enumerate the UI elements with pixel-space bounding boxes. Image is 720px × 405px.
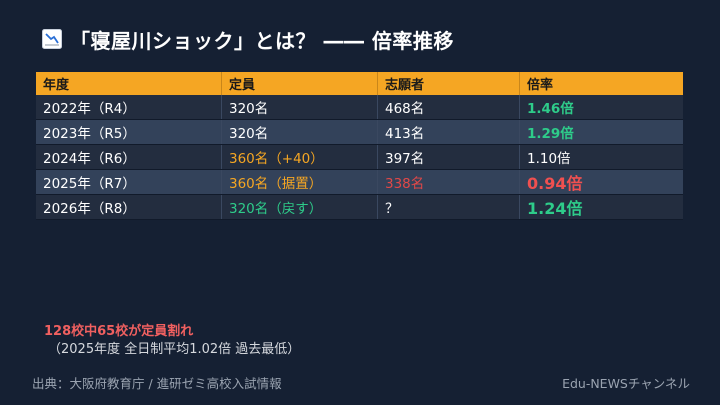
cell-capacity: 320名 (221, 119, 378, 145)
cell-applicants: 338名 (377, 169, 520, 195)
note-detail: （2025年度 全日制平均1.02倍 過去最低） (48, 342, 301, 357)
cell-capacity: 360名（据置） (221, 169, 378, 195)
page-title: 「寝屋川ショック」とは？ ―― 倍率推移 (70, 28, 454, 53)
cell-applicants: ？ (377, 194, 520, 220)
cell-year: 2026年（R8） (36, 194, 222, 220)
col-header-applicants: 志願者 (377, 72, 520, 95)
cell-capacity: 320名 (221, 95, 378, 120)
ratio-table: 年度 定員 志願者 倍率 2022年（R4） 320名 468名 1.46倍 2… (36, 72, 683, 220)
col-header-ratio: 倍率 (519, 72, 683, 95)
col-header-year: 年度 (36, 72, 222, 95)
cell-capacity: 320名（戻す） (221, 194, 378, 220)
cell-ratio: 1.46倍 (519, 95, 683, 120)
table-row: 2026年（R8） 320名（戻す） ？ 1.24倍 (36, 194, 683, 220)
cell-ratio: 1.24倍 (519, 194, 683, 220)
table-header-row: 年度 定員 志願者 倍率 (36, 72, 683, 95)
col-header-capacity: 定員 (221, 72, 378, 95)
cell-ratio: 1.10倍 (519, 144, 683, 170)
table-row: 2023年（R5） 320名 413名 1.29倍 (36, 119, 683, 145)
source-credit: 出典：大阪府教育庁 / 進研ゼミ高校入試情報 (32, 376, 282, 391)
page-title-row: 「寝屋川ショック」とは？ ―― 倍率推移 (42, 24, 454, 54)
table-row: 2024年（R6） 360名（+40） 397名 1.10倍 (36, 144, 683, 170)
cell-year: 2024年（R6） (36, 144, 222, 170)
table-row: 2025年（R7） 360名（据置） 338名 0.94倍 (36, 169, 683, 195)
cell-year: 2025年（R7） (36, 169, 222, 195)
cell-applicants: 468名 (377, 95, 520, 120)
cell-ratio: 1.29倍 (519, 119, 683, 145)
table-row: 2022年（R4） 320名 468名 1.46倍 (36, 95, 683, 120)
cell-capacity: 360名（+40） (221, 144, 378, 170)
chart-down-icon (42, 29, 62, 49)
cell-year: 2022年（R4） (36, 95, 222, 120)
cell-applicants: 397名 (377, 144, 520, 170)
channel-name: Edu-NEWSチャンネル (562, 376, 690, 391)
undersubscribed-note: 128校中65校が定員割れ （2025年度 全日制平均1.02倍 過去最低） (44, 323, 300, 359)
cell-applicants: 413名 (377, 119, 520, 145)
cell-year: 2023年（R5） (36, 119, 222, 145)
note-highlight: 128校中65校が定員割れ (44, 324, 194, 339)
cell-ratio: 0.94倍 (519, 169, 683, 195)
